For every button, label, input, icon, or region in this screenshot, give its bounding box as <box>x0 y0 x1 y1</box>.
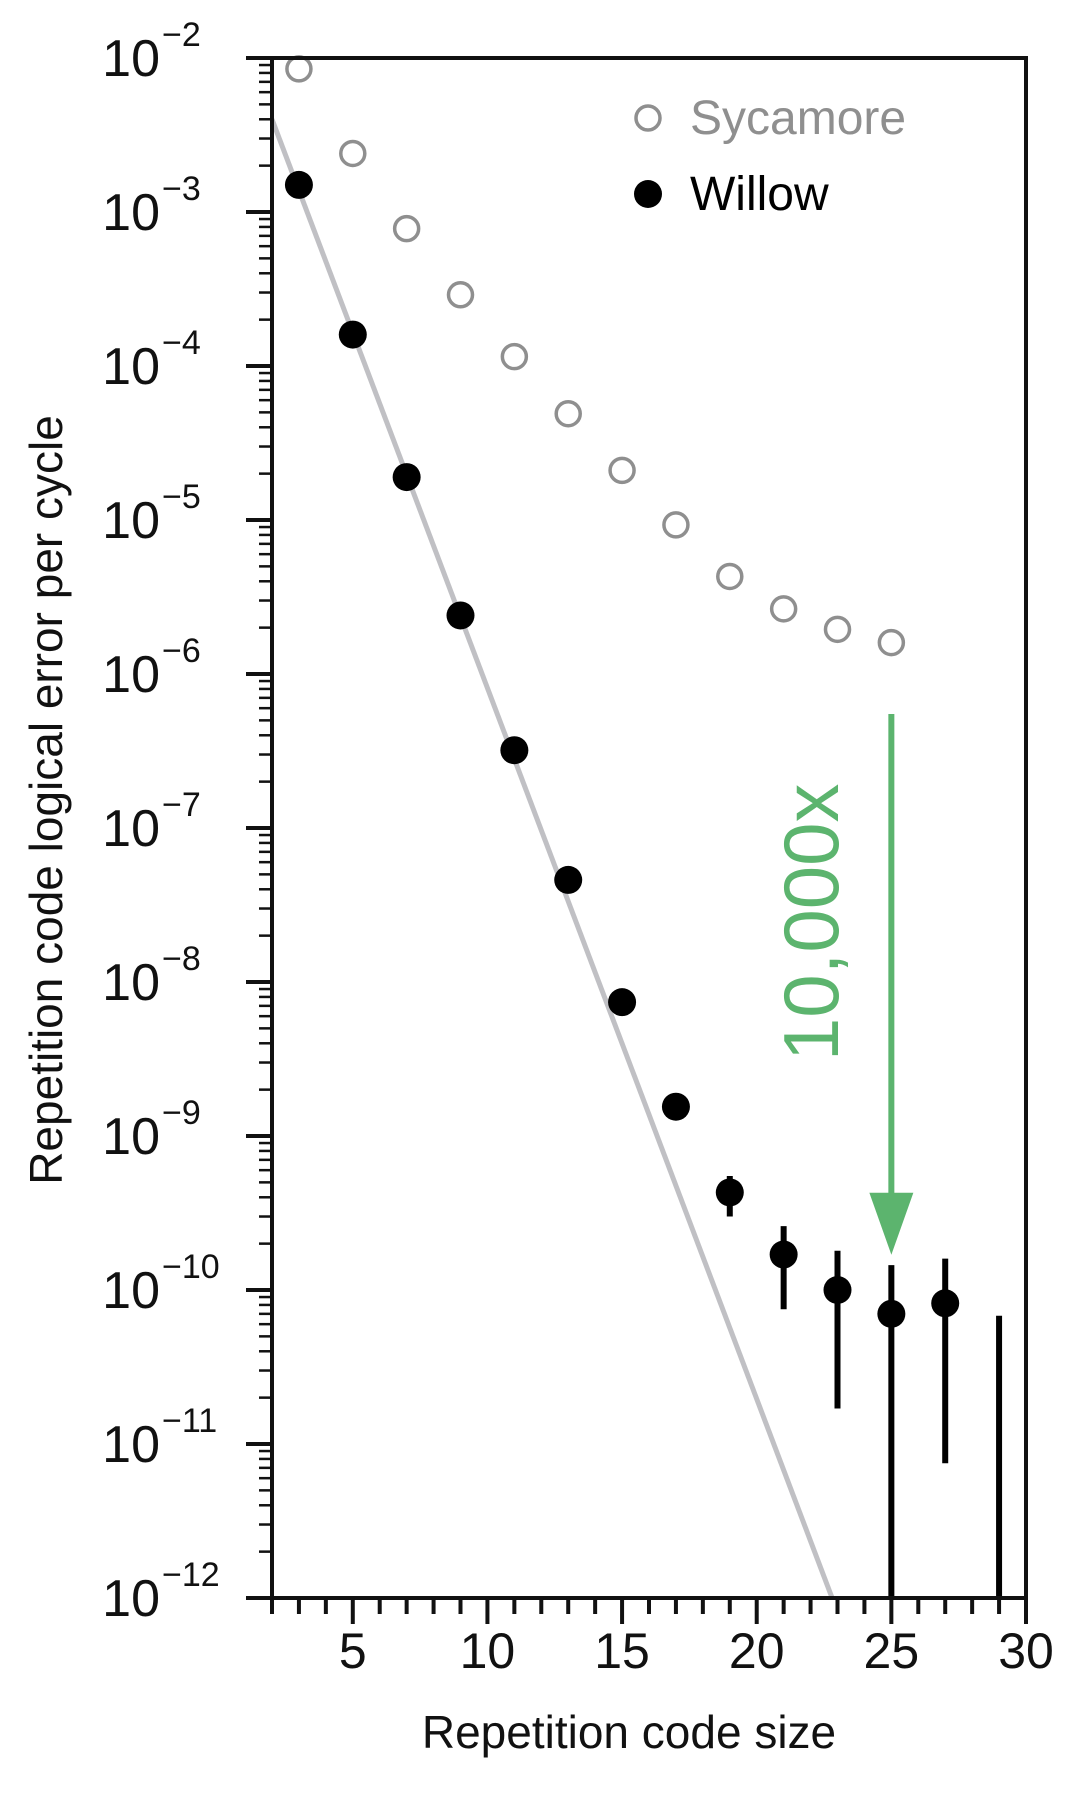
y-tick-label-exponent: −2 <box>162 16 201 54</box>
y-tick-label-base: 10 <box>102 800 160 858</box>
x-tick-label: 20 <box>729 1623 785 1679</box>
sycamore-point <box>716 562 744 591</box>
sycamore-point <box>392 214 421 243</box>
y-tick-label-exponent: −10 <box>162 1248 220 1286</box>
willow-point <box>554 865 583 894</box>
y-tick-label-exponent: −8 <box>162 940 201 978</box>
x-axis-title: Repetition code size <box>422 1706 836 1758</box>
willow-point <box>392 463 421 492</box>
y-tick-label-base: 10 <box>102 338 160 396</box>
legend: Sycamore Willow <box>634 92 906 221</box>
x-tick-label: 5 <box>339 1623 367 1679</box>
sycamore-point <box>662 511 690 539</box>
sycamore-point <box>769 595 798 623</box>
y-tick-label-exponent: −3 <box>162 170 201 208</box>
willow-point <box>877 1299 906 1328</box>
y-tick-label-exponent: −4 <box>162 324 201 362</box>
x-tick-label: 25 <box>864 1623 920 1679</box>
legend-sycamore-label: Sycamore <box>690 92 906 145</box>
y-tick-label-exponent: −9 <box>162 1094 201 1132</box>
willow-point <box>608 988 637 1017</box>
y-tick-label-base: 10 <box>102 646 160 704</box>
y-tick-label-base: 10 <box>102 184 160 242</box>
sycamore-point <box>823 615 852 644</box>
x-tick-label: 15 <box>594 1623 650 1679</box>
x-tick-label: 10 <box>460 1623 516 1679</box>
willow-point <box>338 320 367 349</box>
sycamore-point <box>500 342 529 371</box>
willow-point <box>715 1178 744 1207</box>
willow-point <box>284 170 313 199</box>
fit-line <box>272 118 835 1599</box>
sycamore-point <box>285 55 313 83</box>
y-tick-label-base: 10 <box>102 1416 160 1474</box>
willow-point <box>500 736 529 765</box>
y-tick-label-base: 10 <box>102 1262 160 1320</box>
willow-point <box>769 1240 798 1269</box>
willow-point <box>661 1092 690 1121</box>
y-tick-label-base: 10 <box>102 954 160 1012</box>
reduction-annotation: 10,000x <box>767 713 914 1255</box>
sycamore-point <box>446 281 475 309</box>
y-tick-label-exponent: −6 <box>162 632 201 670</box>
x-tick-label: 30 <box>998 1623 1054 1679</box>
y-tick-label-exponent: −7 <box>162 786 201 824</box>
legend-willow-marker <box>634 180 662 208</box>
annotation-arrow-head <box>869 1192 914 1255</box>
y-tick-label-base: 10 <box>102 492 160 550</box>
legend-willow-label: Willow <box>690 168 829 221</box>
tick-marks <box>246 56 1028 1624</box>
y-tick-label-exponent: −11 <box>162 1402 217 1440</box>
x-tick-labels: 5 10 15 20 25 30 <box>339 1623 1054 1679</box>
y-tick-label-exponent: −5 <box>162 478 201 516</box>
willow-point <box>823 1276 852 1304</box>
sycamore-point <box>608 456 636 485</box>
y-tick-label-base: 10 <box>102 30 160 88</box>
y-tick-label-base: 10 <box>102 1570 160 1628</box>
sycamore-point <box>554 399 582 428</box>
willow-point <box>446 601 475 630</box>
y-tick-label-exponent: −12 <box>162 1556 220 1594</box>
plot-area <box>272 55 1003 1599</box>
y-tick-label-base: 10 <box>102 1108 160 1166</box>
y-tick-labels: 10−210−310−410−510−610−710−810−910 −1010−… <box>102 16 220 1628</box>
sycamore-point <box>877 628 906 657</box>
willow-point <box>931 1289 960 1318</box>
sycamore-point <box>339 139 367 168</box>
y-axis-title: Repetition code logical error per cycle <box>20 415 72 1185</box>
axes-frame <box>270 56 1028 1600</box>
legend-sycamore-marker <box>634 104 662 132</box>
annotation-label: 10,000x <box>767 784 855 1062</box>
